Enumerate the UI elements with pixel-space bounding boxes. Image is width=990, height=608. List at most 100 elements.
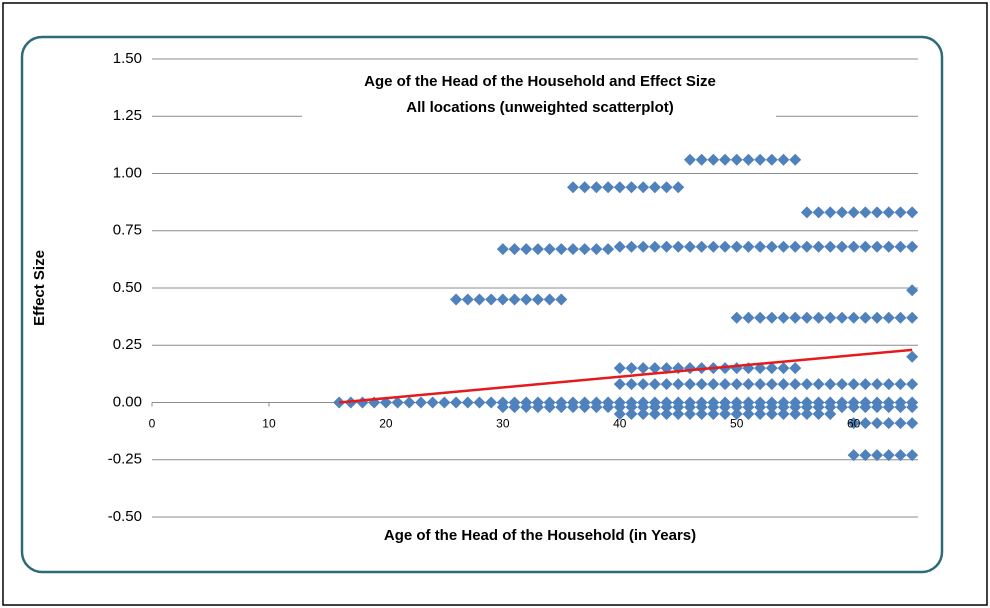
point [613,240,626,253]
point [555,293,568,306]
point [543,243,556,256]
point [508,243,521,256]
point [648,407,661,420]
point [789,153,802,166]
point [906,417,919,430]
y-tick-label: 0.50 [113,279,142,296]
point [906,350,919,363]
point [555,243,568,256]
point [496,243,509,256]
x-tick-label: 40 [613,417,627,431]
point [742,378,755,391]
point [438,396,451,409]
point [742,401,755,414]
point [812,311,825,324]
point [730,311,743,324]
point [800,240,813,253]
point [754,311,767,324]
point [789,240,802,253]
point [672,240,685,253]
point [707,240,720,253]
point [520,293,533,306]
point [508,401,521,414]
point [789,378,802,391]
y-tick-label: 0.25 [113,336,142,353]
point [906,311,919,324]
point [555,401,568,414]
point [754,378,767,391]
point [754,401,767,414]
point [695,378,708,391]
point [683,407,696,420]
point [859,206,872,219]
chart-frame [20,35,944,574]
point [847,311,860,324]
y-tick-label: 1.25 [113,107,142,124]
point [648,181,661,194]
point [777,240,790,253]
point [648,401,661,414]
point [871,449,884,462]
y-tick-label: 1.50 [113,50,142,67]
point [602,181,615,194]
point [590,243,603,256]
point [824,407,837,420]
point [871,240,884,253]
point [730,407,743,420]
point [906,284,919,297]
point [835,378,848,391]
point [660,378,673,391]
point [730,240,743,253]
point [800,401,813,414]
point [824,206,837,219]
point [800,378,813,391]
point [683,240,696,253]
point [835,240,848,253]
chart-title: Age of the Head of the Household and Eff… [364,73,716,90]
x-tick-label: 50 [730,417,744,431]
point [695,153,708,166]
point [754,240,767,253]
point [683,378,696,391]
point [859,449,872,462]
point [450,396,463,409]
point [719,153,732,166]
point [426,396,439,409]
point [824,401,837,414]
point [567,401,580,414]
point [882,206,895,219]
point [637,362,650,375]
point [824,378,837,391]
point [882,401,895,414]
point [672,401,685,414]
point [859,417,872,430]
point [648,362,661,375]
point [847,417,860,430]
point [847,240,860,253]
point [613,378,626,391]
point [882,378,895,391]
point [473,396,486,409]
point [567,181,580,194]
x-tick-label: 0 [149,417,156,431]
point [637,401,650,414]
point [789,311,802,324]
point [602,401,615,414]
point [871,417,884,430]
point [730,153,743,166]
point [894,449,907,462]
point [859,311,872,324]
point [683,153,696,166]
point [742,240,755,253]
point [485,396,498,409]
point [777,378,790,391]
point [871,206,884,219]
point [812,378,825,391]
point [906,401,919,414]
x-tick-label: 60 [847,417,861,431]
point [777,401,790,414]
point [625,362,638,375]
point [765,311,778,324]
point [859,240,872,253]
